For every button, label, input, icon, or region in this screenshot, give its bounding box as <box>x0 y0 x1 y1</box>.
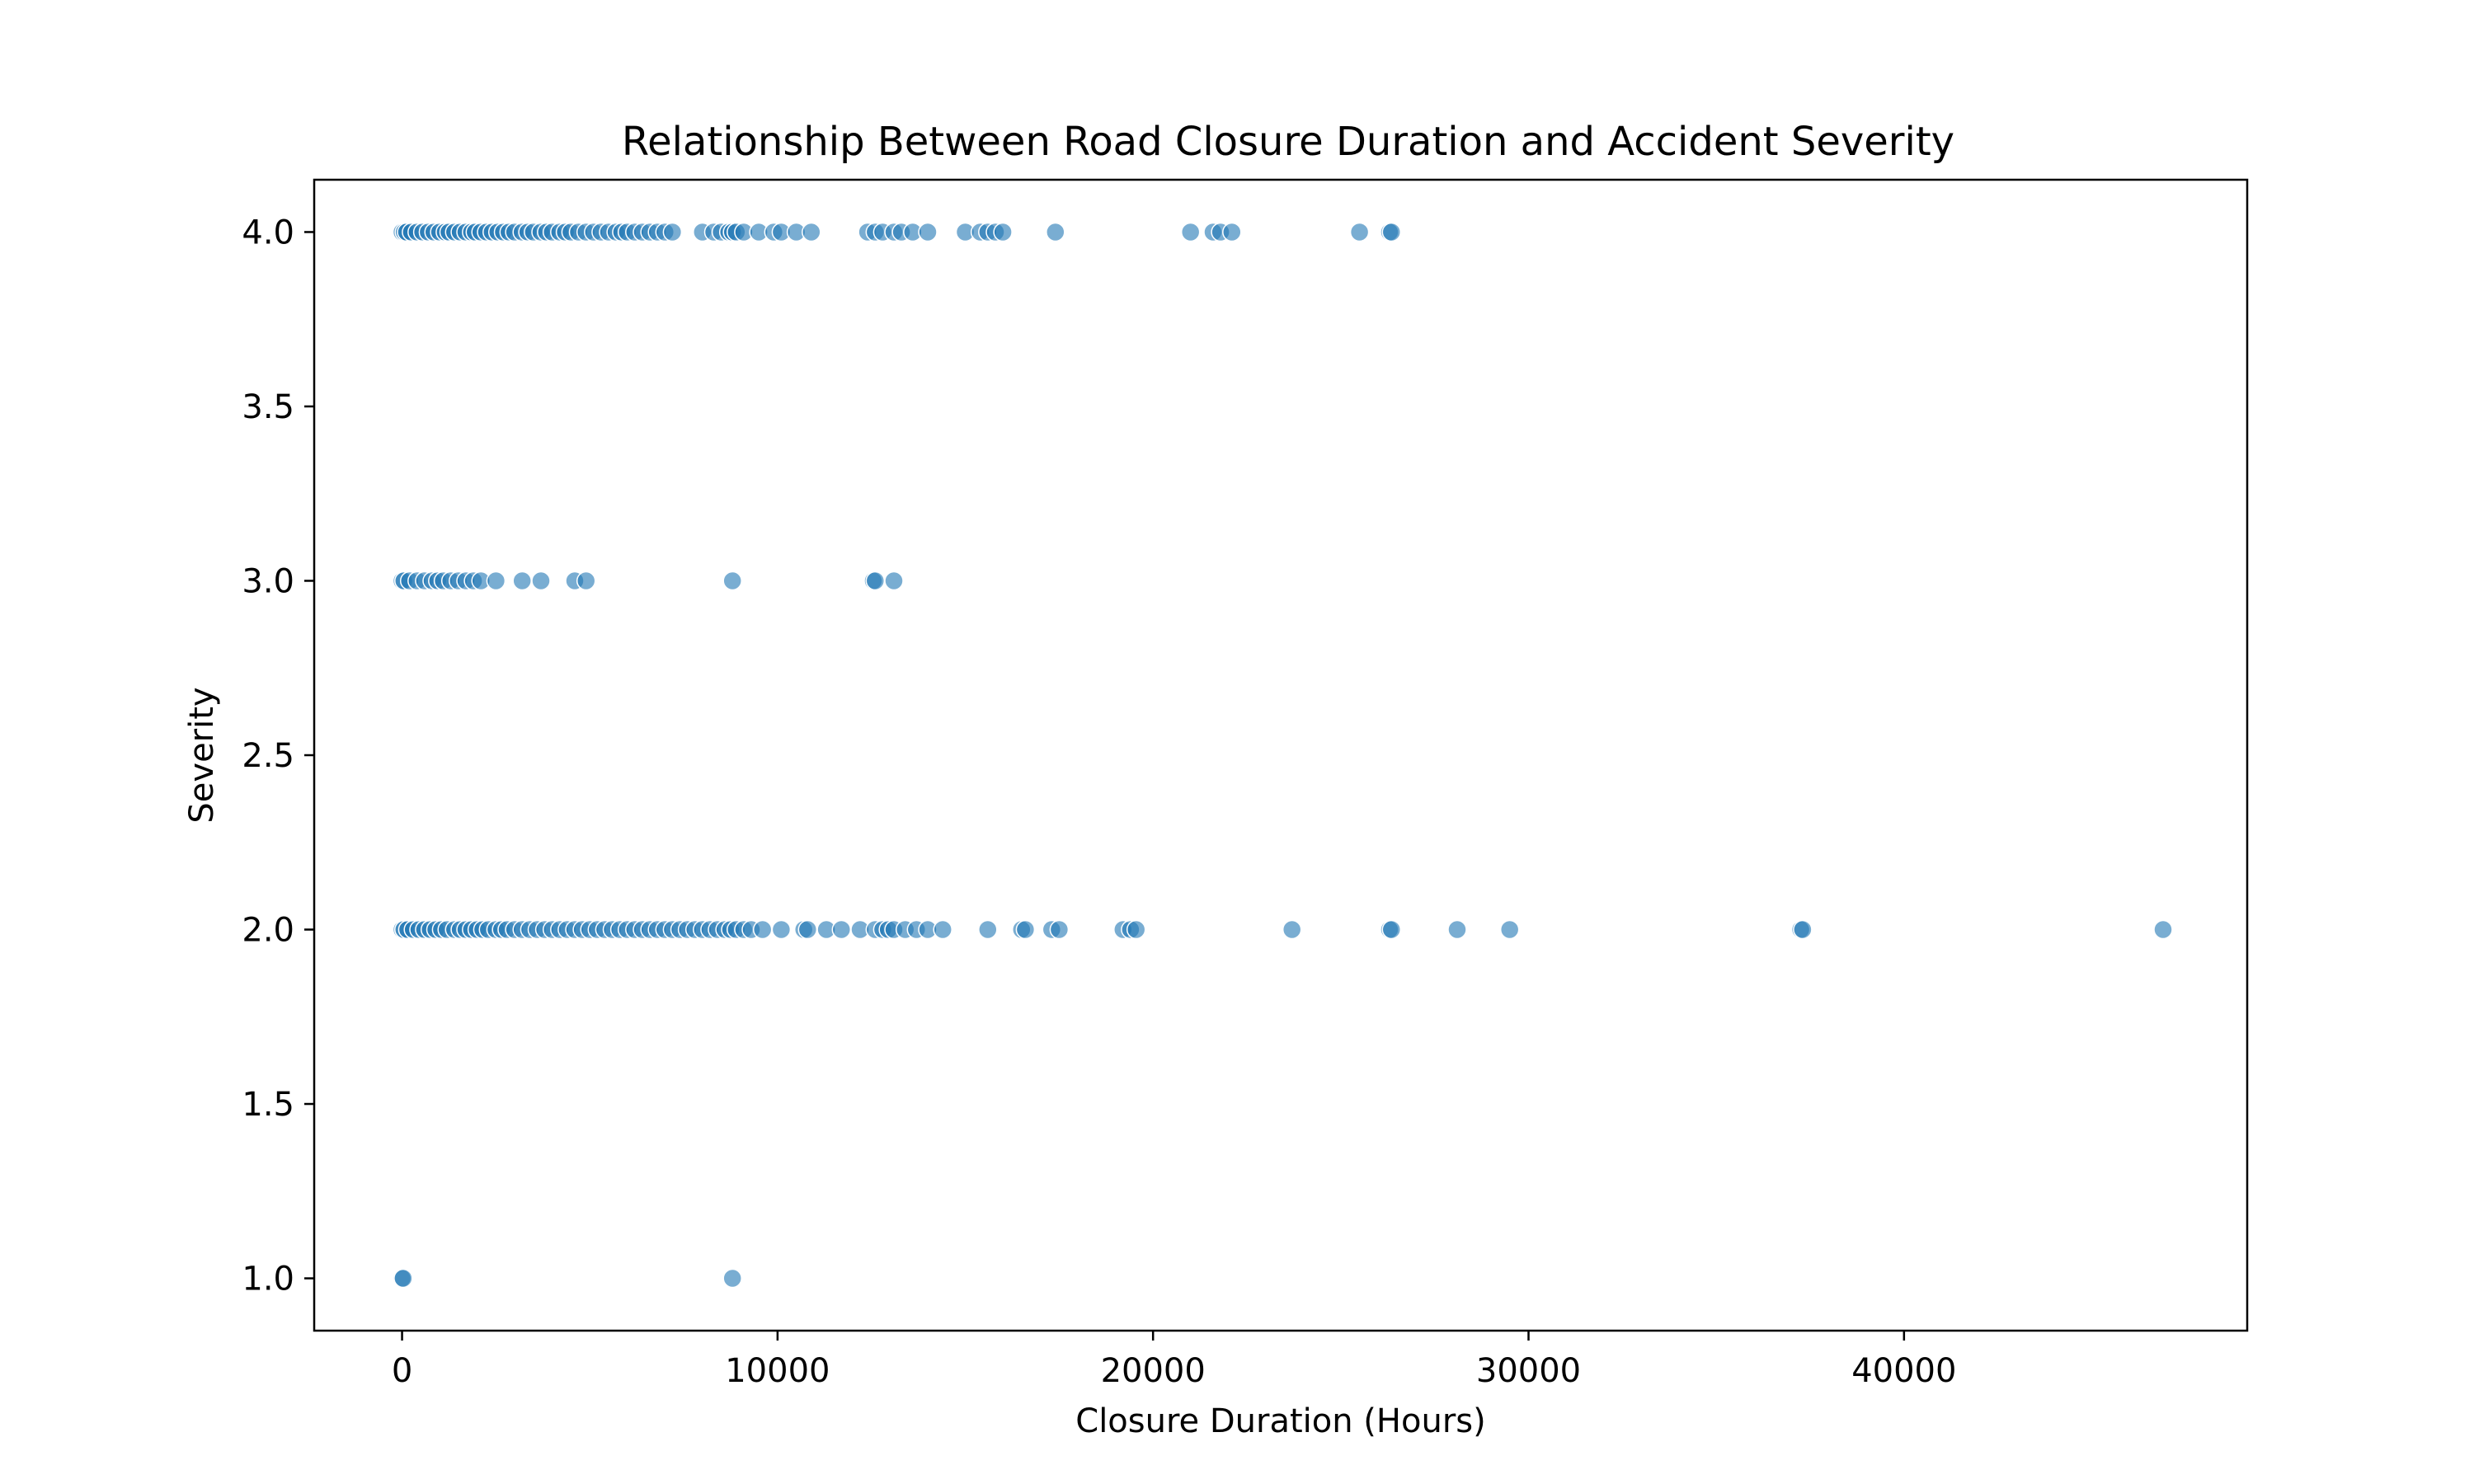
data-point <box>771 919 792 940</box>
data-point <box>802 222 821 242</box>
x-axis-label: Closure Duration (Hours) <box>1075 1402 1485 1440</box>
data-point <box>1046 222 1065 242</box>
chart-title: Relationship Between Road Closure Durati… <box>622 119 1954 165</box>
data-point <box>978 919 998 940</box>
y-axis: 1.0 1.5 2.0 2.5 3.0 3.5 4.0 <box>242 214 314 1298</box>
data-point <box>531 571 551 591</box>
data-point <box>722 1268 742 1289</box>
data-point <box>1381 919 1402 940</box>
data-point <box>1793 919 1813 940</box>
data-point <box>884 571 904 591</box>
data-point <box>512 571 532 591</box>
y-tick-label: 2.0 <box>242 912 294 950</box>
data-point <box>1282 919 1302 940</box>
data-point <box>1126 919 1146 940</box>
y-axis-label: Severity <box>183 687 221 823</box>
y-tick-label: 1.0 <box>242 1261 294 1298</box>
y-tick-label: 3.0 <box>242 562 294 600</box>
data-point <box>865 571 886 591</box>
data-point <box>1049 919 1070 940</box>
x-tick-label: 10000 <box>725 1352 830 1390</box>
data-point <box>918 222 938 242</box>
y-tick-label: 2.5 <box>242 737 294 775</box>
data-point <box>1447 919 1467 940</box>
x-tick-label: 40000 <box>1851 1352 1956 1390</box>
data-point <box>486 571 506 591</box>
data-point <box>722 571 742 591</box>
data-point <box>576 571 596 591</box>
data-point <box>393 1268 413 1289</box>
points-layer <box>392 222 2173 1289</box>
data-point <box>831 919 852 940</box>
y-tick-label: 3.5 <box>242 388 294 426</box>
data-point <box>662 222 683 242</box>
data-point <box>993 222 1013 242</box>
data-point <box>1180 222 1201 242</box>
x-axis: 0 10000 20000 30000 40000 <box>392 1331 1956 1390</box>
x-tick-label: 20000 <box>1101 1352 1206 1390</box>
x-tick-label: 30000 <box>1476 1352 1581 1390</box>
data-point <box>1015 919 1036 940</box>
data-point <box>752 919 773 940</box>
y-tick-label: 1.5 <box>242 1086 294 1124</box>
y-tick-label: 4.0 <box>242 214 294 251</box>
data-point <box>1381 222 1402 242</box>
data-point <box>797 919 818 940</box>
data-point <box>933 919 952 940</box>
data-point <box>1222 222 1242 242</box>
data-point <box>1499 919 1520 940</box>
x-tick-label: 0 <box>392 1352 412 1390</box>
data-point <box>2153 919 2173 940</box>
data-point <box>1349 222 1370 242</box>
